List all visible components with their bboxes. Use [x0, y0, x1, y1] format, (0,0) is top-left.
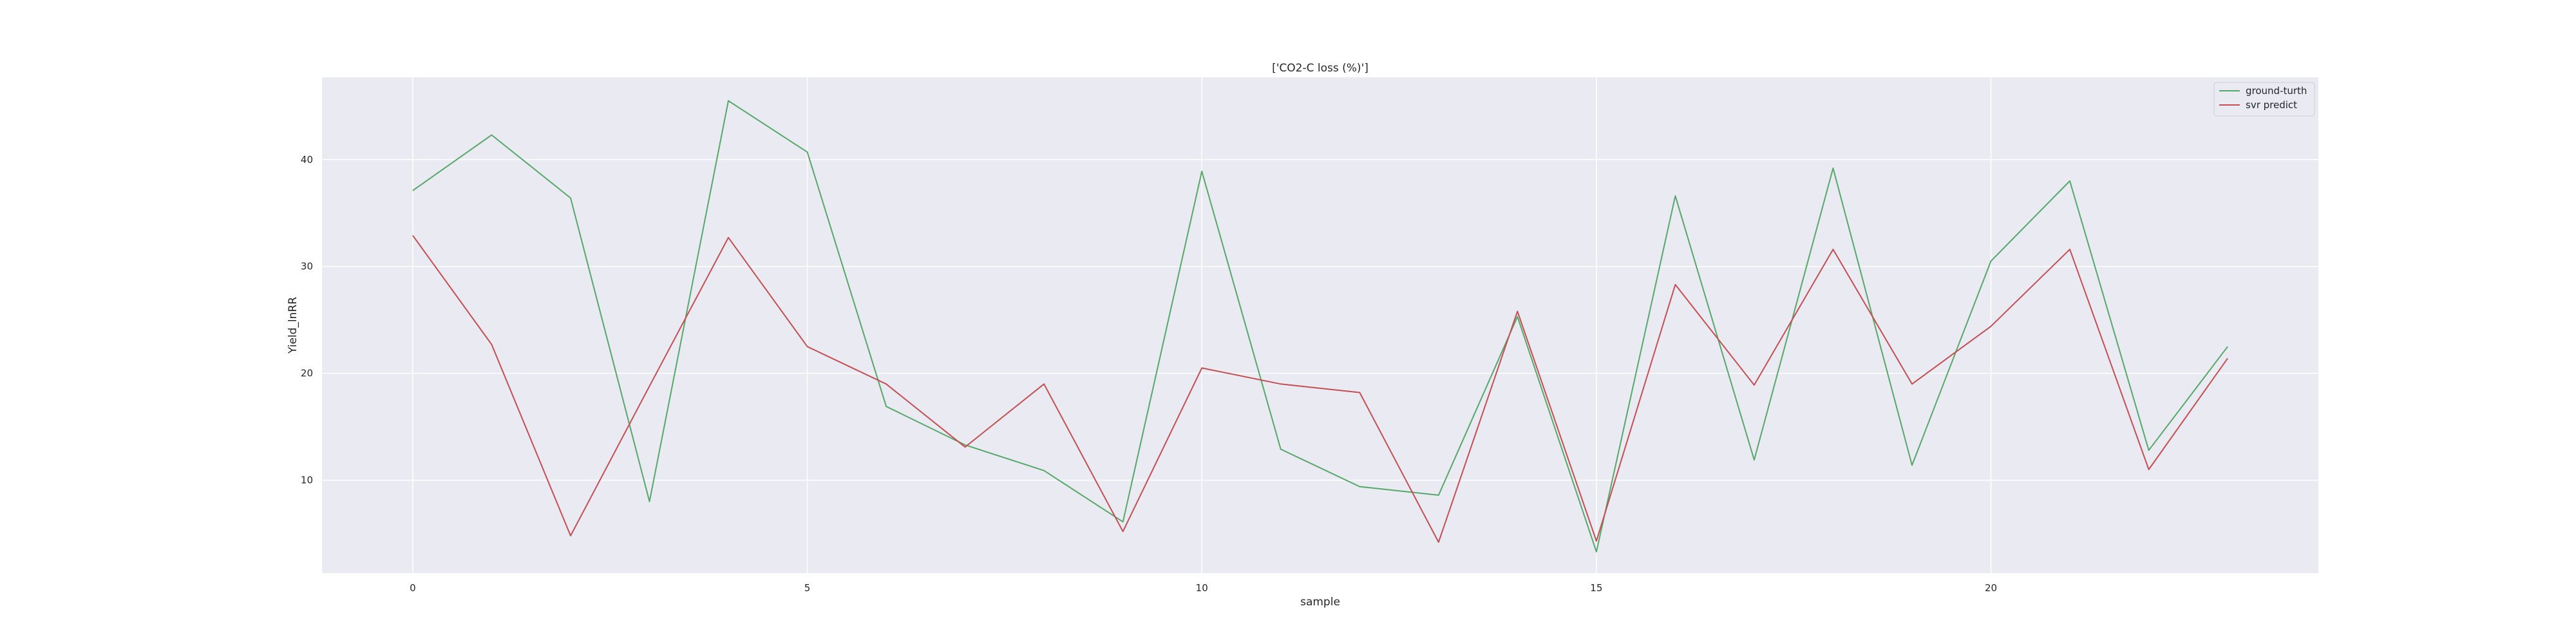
series-lines [412, 100, 2228, 553]
legend-label-svr-predict: svr predict [2246, 99, 2297, 111]
grid-lines [322, 77, 2318, 573]
y-tick-label: 10 [301, 475, 313, 486]
series-line-ground-turth [412, 100, 2228, 553]
x-tick-label: 20 [1985, 582, 1997, 594]
y-axis-label: Yield_lnRR [287, 297, 299, 354]
x-tick-label: 15 [1590, 582, 1602, 594]
x-tick-label: 5 [804, 582, 811, 594]
series-line-svr-predict [412, 235, 2228, 543]
legend: ground-turth svr predict [2213, 82, 2315, 117]
plot-area [322, 77, 2318, 573]
y-tick-label: 30 [301, 261, 313, 272]
tick-labels: 0 5 10 15 20 10 20 30 40 [301, 154, 1997, 594]
chart-title: ['CO2-C loss (%)'] [1272, 62, 1368, 75]
y-tick-label: 20 [301, 368, 313, 379]
y-tick-label: 40 [301, 154, 313, 166]
x-axis-label: sample [1300, 596, 1340, 609]
legend-label-ground-turth: ground-turth [2246, 85, 2307, 97]
x-tick-label: 10 [1196, 582, 1208, 594]
x-tick-label: 0 [410, 582, 416, 594]
